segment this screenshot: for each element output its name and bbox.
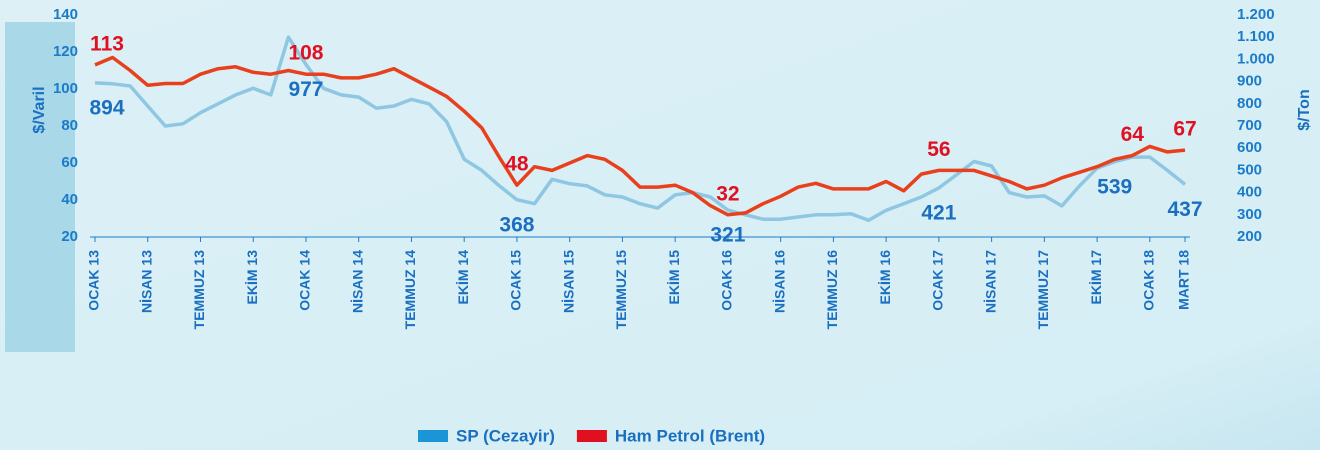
y-axis-title: $/Varil xyxy=(31,86,48,133)
x-tick-label: EKİM 14 xyxy=(455,250,471,305)
x-tick-label: OCAK 18 xyxy=(1141,250,1157,311)
x-tick-label: NİSAN 15 xyxy=(560,250,576,313)
y-tick-label: 40 xyxy=(61,191,78,208)
data-label: 321 xyxy=(710,224,745,247)
x-tick-label: OCAK 15 xyxy=(508,250,524,311)
x-tick-label: NİSAN 13 xyxy=(138,250,154,313)
data-label: 977 xyxy=(288,78,323,101)
data-label: 32 xyxy=(716,182,739,205)
series-line xyxy=(94,35,1187,223)
y2-tick-label: 200 xyxy=(1237,228,1262,245)
data-label: 108 xyxy=(288,42,323,65)
data-label: 64 xyxy=(1121,123,1145,146)
y2-tick-label: 1.000 xyxy=(1237,50,1275,67)
y2-tick-label: 700 xyxy=(1237,117,1262,134)
axis-title-box xyxy=(5,22,75,352)
x-tick-label: OCAK 14 xyxy=(297,250,313,311)
data-label: 67 xyxy=(1173,118,1196,141)
y2-tick-label: 400 xyxy=(1237,184,1262,201)
x-tick-label: EKİM 15 xyxy=(666,250,682,305)
data-label: 539 xyxy=(1097,175,1132,198)
y2-tick-label: 1.200 xyxy=(1237,6,1275,23)
x-tick-label: OCAK 17 xyxy=(930,250,946,311)
y2-tick-label: 600 xyxy=(1237,139,1262,156)
data-label: 48 xyxy=(505,153,529,176)
y2-tick-label: 1.100 xyxy=(1237,28,1275,45)
y2-tick-label: 300 xyxy=(1237,206,1262,223)
legend-label: Ham Petrol (Brent) xyxy=(615,426,765,445)
legend-label: SP (Cezayir) xyxy=(456,426,555,445)
x-tick-label: TEMMUZ 13 xyxy=(191,250,207,330)
x-tick-label: EKİM 16 xyxy=(877,250,893,305)
x-tick-label: OCAK 13 xyxy=(86,250,102,311)
x-tick-label: TEMMUZ 17 xyxy=(1035,250,1051,330)
x-tick-label: MART 18 xyxy=(1176,250,1192,310)
data-label: 437 xyxy=(1167,198,1202,221)
x-tick-label: NİSAN 16 xyxy=(771,250,787,313)
y2-tick-label: 900 xyxy=(1237,73,1262,90)
y2-tick-label: 800 xyxy=(1237,95,1262,112)
y-tick-label: 80 xyxy=(61,117,78,134)
data-label: 56 xyxy=(927,138,950,161)
x-tick-label: TEMMUZ 15 xyxy=(613,250,629,330)
x-tick-label: NİSAN 17 xyxy=(982,250,998,313)
y-tick-label: 60 xyxy=(61,154,78,171)
x-tick-label: TEMMUZ 14 xyxy=(402,250,418,330)
data-label: 421 xyxy=(921,201,956,224)
y-tick-label: 20 xyxy=(61,228,78,245)
y-tick-label: 140 xyxy=(53,6,78,23)
data-label: 894 xyxy=(89,96,124,119)
x-tick-label: EKİM 13 xyxy=(244,250,260,305)
y-tick-label: 100 xyxy=(53,80,78,97)
x-tick-label: EKİM 17 xyxy=(1088,250,1104,305)
y2-axis-title: $/Ton xyxy=(1296,89,1313,130)
legend-swatch xyxy=(418,430,448,442)
y2-tick-label: 500 xyxy=(1237,161,1262,178)
x-tick-label: OCAK 16 xyxy=(719,250,735,311)
series-line xyxy=(94,55,1186,217)
legend-swatch xyxy=(576,430,607,442)
x-tick-label: TEMMUZ 16 xyxy=(824,250,840,330)
y-tick-label: 120 xyxy=(53,43,78,60)
x-tick-label: NİSAN 14 xyxy=(349,250,365,313)
data-label: 113 xyxy=(90,32,124,55)
data-label: 368 xyxy=(499,213,534,236)
